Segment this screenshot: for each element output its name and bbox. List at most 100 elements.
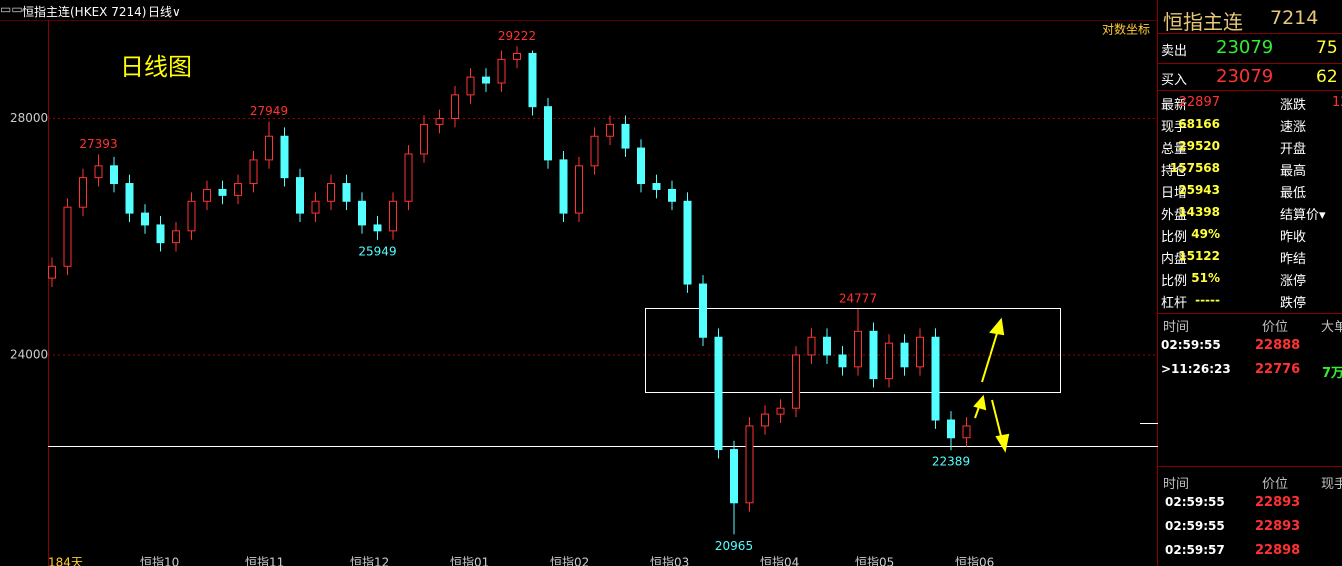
buy-price: 23079 bbox=[1216, 66, 1274, 87]
arrows bbox=[973, 317, 1010, 453]
candle-body bbox=[900, 342, 909, 368]
candle-body bbox=[141, 212, 149, 226]
candle-body bbox=[187, 200, 196, 232]
candle-body bbox=[714, 336, 723, 451]
panel-name: 恒指主连 bbox=[1163, 10, 1243, 34]
candle-body bbox=[528, 52, 537, 108]
candle-body bbox=[885, 342, 893, 380]
candle-body bbox=[916, 336, 924, 368]
table-cell: 02:59:55 bbox=[1161, 338, 1221, 352]
candle-body bbox=[172, 230, 180, 244]
stat-value: 29520 bbox=[1178, 139, 1220, 153]
stat-value: ----- bbox=[1195, 293, 1220, 307]
candle-body bbox=[792, 354, 800, 409]
candle-body bbox=[962, 425, 971, 439]
candle-body bbox=[404, 153, 413, 202]
candle-body bbox=[838, 354, 847, 368]
candle-body bbox=[683, 200, 692, 285]
stat-value: 25943 bbox=[1178, 183, 1220, 197]
candle-body bbox=[125, 183, 134, 214]
candle-body bbox=[265, 135, 273, 161]
candle-body bbox=[652, 183, 661, 190]
y-tick-label: 28000 bbox=[10, 111, 48, 125]
table-cell: 02:59:57 bbox=[1165, 543, 1225, 557]
price-annotation: 25949 bbox=[358, 244, 396, 258]
candle-body bbox=[373, 224, 382, 232]
stat-label: 最新 bbox=[1161, 98, 1188, 113]
table-cell: 22898 bbox=[1255, 543, 1301, 558]
table-cell: 22893 bbox=[1255, 519, 1301, 534]
candle-body bbox=[575, 165, 583, 214]
table-header: 价位 bbox=[1262, 477, 1289, 492]
candle-body bbox=[280, 135, 289, 179]
candle-body bbox=[451, 94, 459, 120]
x-tick-label: 恒指11 bbox=[245, 555, 284, 566]
y-tick-label: 24000 bbox=[10, 347, 48, 361]
stat-value: 49% bbox=[1191, 227, 1220, 241]
candle-body bbox=[559, 159, 568, 214]
stat-label: 杠杆 bbox=[1161, 296, 1188, 311]
stat-label: 结算价▾ bbox=[1280, 208, 1326, 223]
sell-qty: 75 bbox=[1316, 38, 1338, 58]
candle-body bbox=[311, 200, 320, 214]
sell-price: 23079 bbox=[1216, 37, 1274, 58]
stat-value: 14398 bbox=[1178, 205, 1220, 219]
x-tick-label: 恒指10 bbox=[140, 555, 179, 566]
panel-code: 7214 bbox=[1270, 7, 1319, 29]
candle-body bbox=[94, 165, 103, 179]
candle-body bbox=[668, 188, 676, 202]
table-cell: 22776 bbox=[1255, 362, 1301, 377]
candle-body bbox=[947, 419, 955, 439]
candle-body bbox=[358, 200, 366, 226]
menu-icon[interactable]: ▭▭ bbox=[0, 2, 23, 16]
candle-body bbox=[761, 413, 769, 427]
candle-body bbox=[156, 224, 165, 244]
candle-body bbox=[249, 159, 258, 185]
x-tick-label: 恒指03 bbox=[650, 555, 689, 566]
candle-body bbox=[327, 183, 335, 202]
period[interactable]: 日线∨ bbox=[148, 5, 181, 19]
stat-label: 比例 bbox=[1161, 274, 1188, 289]
price-annotation: 20965 bbox=[715, 539, 753, 553]
price-annotation: 22389 bbox=[932, 455, 970, 469]
candle-body bbox=[869, 330, 878, 380]
x-tick-label: 恒指02 bbox=[550, 555, 589, 566]
candle-body bbox=[218, 188, 227, 196]
stat-value: 15122 bbox=[1178, 249, 1220, 263]
candle-body bbox=[420, 123, 428, 155]
stat-label: 速涨 bbox=[1280, 120, 1307, 135]
stat-label: 总量 bbox=[1161, 142, 1188, 157]
candle-body bbox=[482, 76, 490, 84]
stat-value: 12 bbox=[1332, 95, 1342, 110]
candle-body bbox=[931, 336, 940, 421]
price-annotation: 27949 bbox=[250, 104, 288, 118]
table-header: 时间 bbox=[1163, 320, 1190, 335]
table-cell: 7万 bbox=[1322, 366, 1342, 381]
table-cell: 22893 bbox=[1255, 495, 1301, 510]
candle-body bbox=[63, 206, 72, 267]
range-box bbox=[645, 308, 1061, 393]
x-tick-label: 恒指05 bbox=[855, 555, 894, 566]
stat-label: 现手 bbox=[1161, 120, 1188, 135]
quote-panel: 恒指主连 7214 卖出 23079 75 买入 23079 62 最新 2289… bbox=[1158, 0, 1342, 566]
table-header: 价位 bbox=[1262, 320, 1289, 335]
candle-body bbox=[435, 118, 444, 125]
price-annotation: 27393 bbox=[79, 137, 117, 151]
stat-label: 持仓 bbox=[1161, 164, 1188, 179]
x-tick-label: 184天 bbox=[48, 556, 83, 566]
buy-qty: 62 bbox=[1316, 67, 1338, 87]
candle-body bbox=[466, 76, 475, 96]
stat-label: 涨跌 bbox=[1280, 98, 1307, 113]
x-tick-label: 恒指01 bbox=[450, 555, 489, 566]
stat-label: 日增 bbox=[1161, 186, 1188, 201]
table-header: 现手 bbox=[1321, 477, 1342, 492]
stat-label: 昨结 bbox=[1280, 252, 1307, 267]
candle-body bbox=[776, 407, 785, 415]
stat-value: 157568 bbox=[1169, 161, 1220, 175]
chart-title: 日线图 bbox=[120, 53, 192, 81]
candle-body bbox=[48, 265, 56, 279]
candle-body bbox=[854, 330, 862, 368]
stat-value: 22897 bbox=[1178, 95, 1220, 110]
stat-label: 涨停 bbox=[1280, 274, 1307, 289]
candle-body bbox=[513, 52, 521, 60]
